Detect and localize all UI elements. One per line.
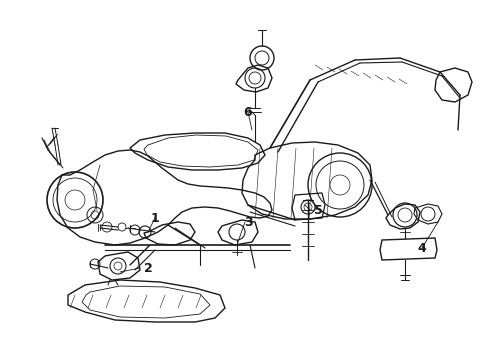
Text: 6: 6 xyxy=(244,105,252,118)
Text: 2: 2 xyxy=(144,261,152,274)
Text: 3: 3 xyxy=(244,216,252,229)
Text: 1: 1 xyxy=(150,211,159,225)
Text: 5: 5 xyxy=(314,203,322,216)
Text: 4: 4 xyxy=(417,242,426,255)
